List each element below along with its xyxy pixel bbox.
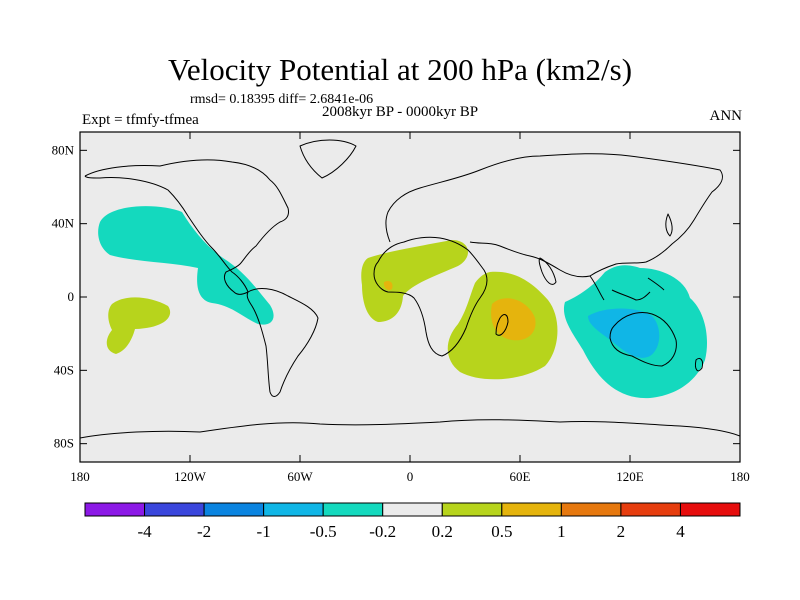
y-tick-label: 80S <box>54 436 74 451</box>
colorbar: -4 -2 -1 -0.5 -0.2 0.2 0.5 1 2 4 <box>84 502 741 541</box>
period-label: 2008kyr BP - 0000kyr BP <box>322 104 479 120</box>
colorbar-swatch <box>560 502 622 517</box>
contour-fills <box>98 206 708 399</box>
chart-title: Velocity Potential at 200 hPa (km2/s) <box>167 52 633 87</box>
x-tick-label: 180 <box>70 469 90 484</box>
anomaly-west-africa <box>361 240 469 322</box>
x-tick-label: 120E <box>616 469 644 484</box>
colorbar-swatch <box>382 502 443 517</box>
colorbar-swatch <box>441 502 503 517</box>
colorbar-label: 2 <box>617 522 626 541</box>
y-tick-label: 40N <box>52 216 75 231</box>
colorbar-swatch <box>144 502 205 517</box>
colorbar-label: -0.5 <box>310 522 337 541</box>
y-tick-label: 0 <box>68 289 75 304</box>
anomaly-madagascar-core <box>491 298 536 341</box>
colorbar-swatch <box>322 502 384 517</box>
anomaly-south-pacific <box>106 297 171 354</box>
coast-europe-africa <box>373 236 488 357</box>
colorbar-swatch <box>679 502 741 517</box>
map-axes: 180 120W 60W 0 60E 120E 180 80N 40N 0 40S 80S <box>52 132 750 484</box>
colorbar-swatch <box>620 502 681 517</box>
anomaly-ne-pacific <box>98 206 274 325</box>
coast-new-zealand <box>695 357 703 372</box>
colorbar-label: 0.5 <box>491 522 512 541</box>
coast-antarctica <box>80 419 740 439</box>
y-tick-label: 80N <box>52 142 75 157</box>
anomaly-west-africa-core <box>383 280 393 291</box>
colorbar-label: 4 <box>676 522 685 541</box>
x-tick-label: 120W <box>174 469 207 484</box>
anomaly-australia-core <box>588 308 660 358</box>
colorbar-label: -1 <box>257 522 271 541</box>
colorbar-swatch <box>263 502 324 517</box>
coast-greenland <box>299 139 357 179</box>
coast-north-america <box>84 159 289 295</box>
x-tick-label: 180 <box>730 469 750 484</box>
colorbar-label: -2 <box>197 522 211 541</box>
colorbar-label: -0.2 <box>369 522 396 541</box>
coast-japan <box>665 213 673 237</box>
coast-madagascar <box>495 314 509 336</box>
coastlines <box>80 139 740 439</box>
x-tick-label: 60W <box>287 469 313 484</box>
x-tick-label: 60E <box>510 469 531 484</box>
colorbar-swatch <box>203 502 265 517</box>
coast-australia <box>609 312 677 367</box>
colorbar-swatch <box>501 502 562 517</box>
coast-indian-subcontinent <box>538 257 557 285</box>
colorbar-label: -4 <box>137 522 152 541</box>
coast-south-america <box>246 288 319 397</box>
colorbar-swatch <box>84 502 146 517</box>
x-tick-label: 0 <box>407 469 414 484</box>
y-tick-label: 40S <box>54 362 74 377</box>
experiment-label: Expt = tfmfy-tfmea <box>82 112 199 128</box>
season-label: ANN <box>709 108 743 124</box>
coast-southeast-asia <box>589 275 665 301</box>
coast-eurasia <box>385 153 723 278</box>
colorbar-label: 1 <box>557 522 566 541</box>
stats-text: rmsd= 0.18395 diff= 2.6841e-06 <box>190 92 374 107</box>
colorbar-label: 0.2 <box>432 522 453 541</box>
